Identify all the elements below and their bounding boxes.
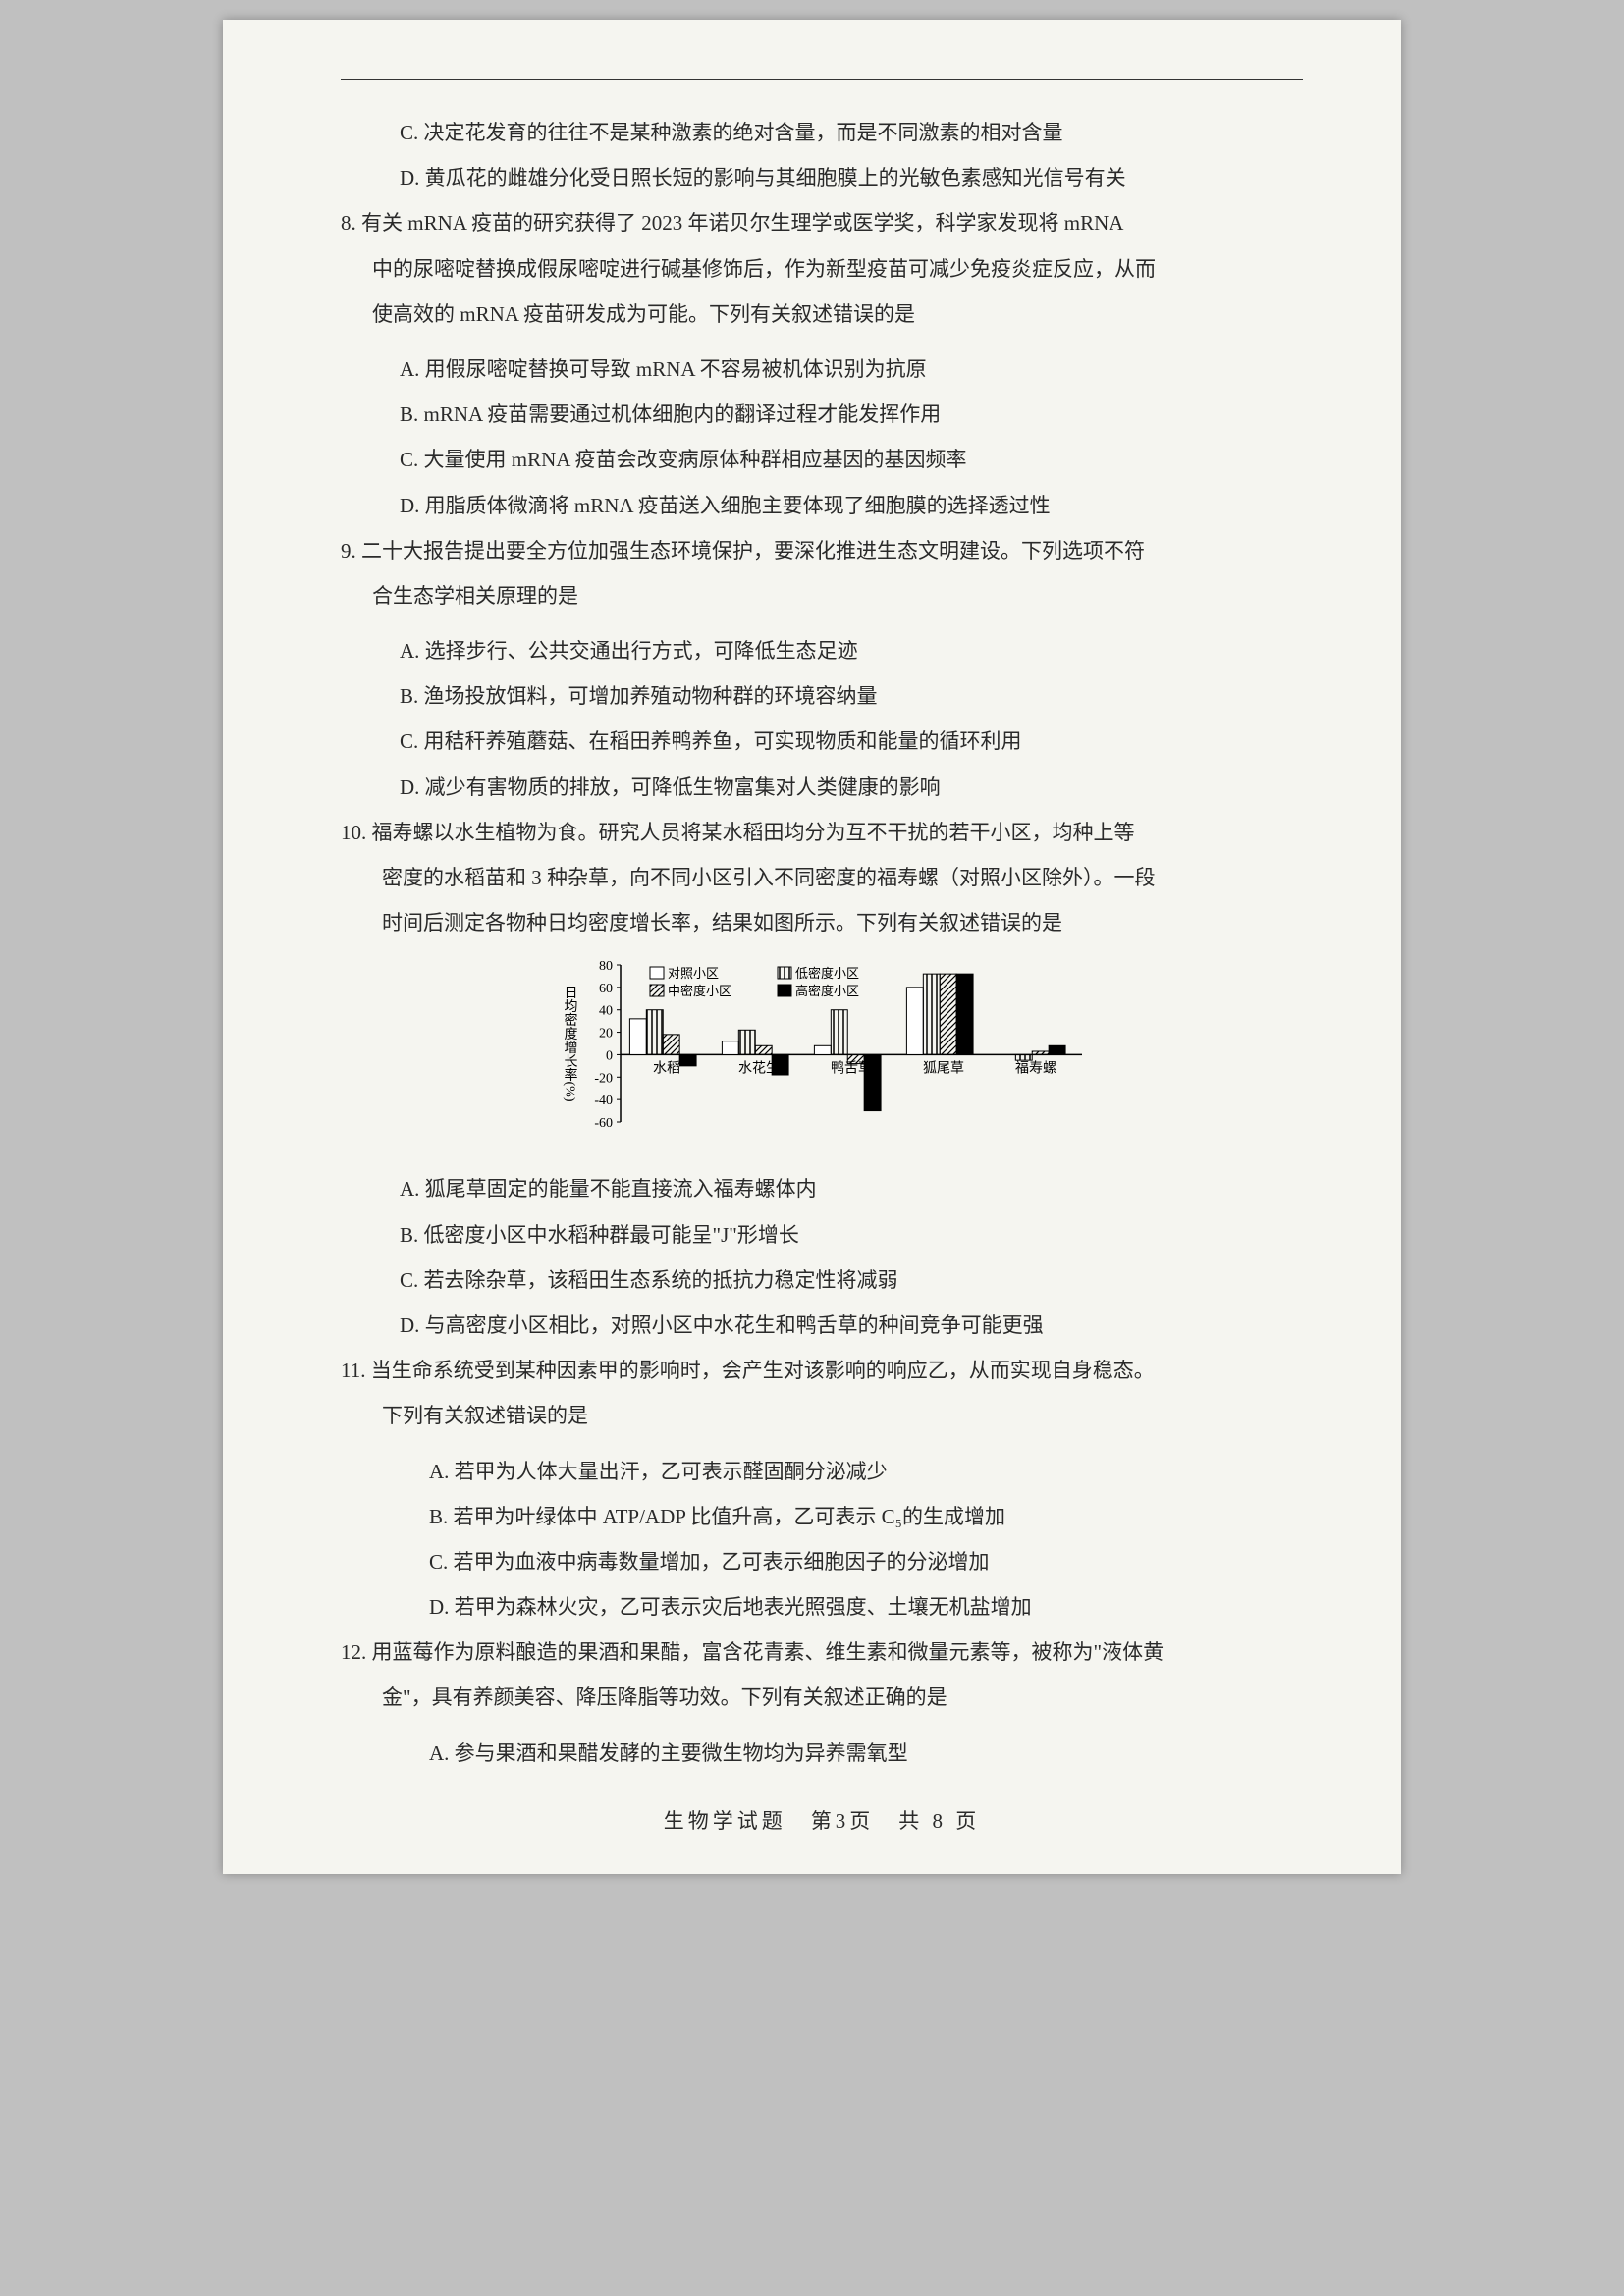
svg-text:-40: -40 [594, 1095, 613, 1109]
q10-option-d: D. 与高密度小区相比，对照小区中水花生和鸭舌草的种间竞争可能更强 [341, 1303, 1303, 1348]
svg-text:20: 20 [599, 1027, 613, 1041]
q12-line2: 金"，具有养颜美容、降压降脂等功效。下列有关叙述正确的是 [341, 1675, 1303, 1720]
bar-chart-svg: -60 -40 -20 0 20 40 60 80 日均密度增长率(%) 水稻 水花生 鸭舌草 狐尾草 福… [552, 955, 1092, 1151]
svg-text:水花生: 水花生 [738, 1061, 780, 1077]
q11-option-c: C. 若甲为血液中病毒数量增加，乙可表示细胞因子的分泌增加 [341, 1539, 1303, 1584]
svg-text:对照小区: 对照小区 [668, 966, 719, 981]
svg-text:鸭舌草: 鸭舌草 [831, 1061, 872, 1077]
q11-option-d: D. 若甲为森林火灾，乙可表示灾后地表光照强度、土壤无机盐增加 [341, 1584, 1303, 1629]
q10-chart: -60 -40 -20 0 20 40 60 80 日均密度增长率(%) 水稻 水花生 鸭舌草 狐尾草 福… [552, 955, 1092, 1151]
svg-text:高密度小区: 高密度小区 [795, 984, 859, 998]
svg-text:福寿螺: 福寿螺 [1015, 1060, 1056, 1077]
svg-text:-60: -60 [594, 1116, 613, 1131]
q8-option-b: B. mRNA 疫苗需要通过机体细胞内的翻译过程才能发挥作用 [341, 392, 1303, 437]
q9-line2: 合生态学相关原理的是 [341, 573, 1303, 618]
q12-line1: 12. 用蓝莓作为原料酿造的果酒和果醋，富含花青素、维生素和微量元素等，被称为"… [341, 1629, 1303, 1675]
q11-option-b: B. 若甲为叶绿体中 ATP/ADP 比值升高，乙可表示 C₅的生成增加 [341, 1494, 1303, 1539]
q8-line2: 中的尿嘧啶替换成假尿嘧啶进行碱基修饰后，作为新型疫苗可减少免疫炎症反应，从而 [341, 246, 1303, 292]
q10-line2: 密度的水稻苗和 3 种杂草，向不同小区引入不同密度的福寿螺（对照小区除外）。一段 [341, 855, 1303, 900]
q8-line3: 使高效的 mRNA 疫苗研发成为可能。下列有关叙述错误的是 [341, 292, 1303, 337]
svg-text:-20: -20 [594, 1072, 613, 1087]
svg-text:40: 40 [599, 1004, 613, 1019]
svg-text:日均密度增长率(%): 日均密度增长率(%) [563, 986, 578, 1102]
page-footer: 生物学试题 第3页 共 8 页 [341, 1805, 1303, 1835]
q9-option-a: A. 选择步行、公共交通出行方式，可降低生态足迹 [341, 628, 1303, 673]
q10-line3: 时间后测定各物种日均密度增长率，结果如图所示。下列有关叙述错误的是 [341, 900, 1303, 945]
q11-option-a: A. 若甲为人体大量出汗，乙可表示醛固酮分泌减少 [341, 1449, 1303, 1494]
svg-text:60: 60 [599, 982, 613, 996]
q9-option-b: B. 渔场投放饵料，可增加养殖动物种群的环境容纳量 [341, 673, 1303, 719]
q8-option-c: C. 大量使用 mRNA 疫苗会改变病原体种群相应基因的基因频率 [341, 437, 1303, 482]
q7-option-d: D. 黄瓜花的雌雄分化受日照长短的影响与其细胞膜上的光敏色素感知光信号有关 [341, 155, 1303, 200]
svg-text:中密度小区: 中密度小区 [668, 984, 731, 998]
q10-option-b: B. 低密度小区中水稻种群最可能呈"J"形增长 [341, 1212, 1303, 1257]
q12-stem: 12. 用蓝莓作为原料酿造的果酒和果醋，富含花青素、维生素和微量元素等，被称为"… [341, 1629, 1303, 1720]
q10-stem: 10. 福寿螺以水生植物为食。研究人员将某水稻田均分为互不干扰的若干小区，均种上… [341, 810, 1303, 946]
q9-option-c: C. 用秸秆养殖蘑菇、在稻田养鸭养鱼，可实现物质和能量的循环利用 [341, 719, 1303, 764]
svg-text:80: 80 [599, 959, 613, 974]
q10-line1: 10. 福寿螺以水生植物为食。研究人员将某水稻田均分为互不干扰的若干小区，均种上… [341, 810, 1303, 855]
q9-line1: 9. 二十大报告提出要全方位加强生态环境保护，要深化推进生态文明建设。下列选项不… [341, 528, 1303, 573]
q10-option-c: C. 若去除杂草，该稻田生态系统的抵抗力稳定性将减弱 [341, 1257, 1303, 1303]
top-border [341, 79, 1303, 80]
q11-line1: 11. 当生命系统受到某种因素甲的影响时，会产生对该影响的响应乙，从而实现自身稳… [341, 1348, 1303, 1393]
q9-stem: 9. 二十大报告提出要全方位加强生态环境保护，要深化推进生态文明建设。下列选项不… [341, 528, 1303, 618]
q11-stem: 11. 当生命系统受到某种因素甲的影响时，会产生对该影响的响应乙，从而实现自身稳… [341, 1348, 1303, 1438]
svg-text:狐尾草: 狐尾草 [923, 1061, 964, 1077]
q10-option-a: A. 狐尾草固定的能量不能直接流入福寿螺体内 [341, 1166, 1303, 1211]
svg-text:水稻: 水稻 [653, 1061, 680, 1077]
svg-text:0: 0 [606, 1049, 613, 1064]
q8-line1: 8. 有关 mRNA 疫苗的研究获得了 2023 年诺贝尔生理学或医学奖，科学家… [341, 200, 1303, 245]
q8-option-a: A. 用假尿嘧啶替换可导致 mRNA 不容易被机体识别为抗原 [341, 347, 1303, 392]
exam-page: C. 决定花发育的往往不是某种激素的绝对含量，而是不同激素的相对含量 D. 黄瓜… [223, 20, 1401, 1874]
q11-line2: 下列有关叙述错误的是 [341, 1393, 1303, 1438]
svg-text:低密度小区: 低密度小区 [795, 966, 859, 981]
q7-option-c: C. 决定花发育的往往不是某种激素的绝对含量，而是不同激素的相对含量 [341, 110, 1303, 155]
q8-stem: 8. 有关 mRNA 疫苗的研究获得了 2023 年诺贝尔生理学或医学奖，科学家… [341, 200, 1303, 337]
q12-option-a: A. 参与果酒和果醋发酵的主要微生物均为异养需氧型 [341, 1731, 1303, 1776]
q8-option-d: D. 用脂质体微滴将 mRNA 疫苗送入细胞主要体现了细胞膜的选择透过性 [341, 483, 1303, 528]
q9-option-d: D. 减少有害物质的排放，可降低生物富集对人类健康的影响 [341, 765, 1303, 810]
